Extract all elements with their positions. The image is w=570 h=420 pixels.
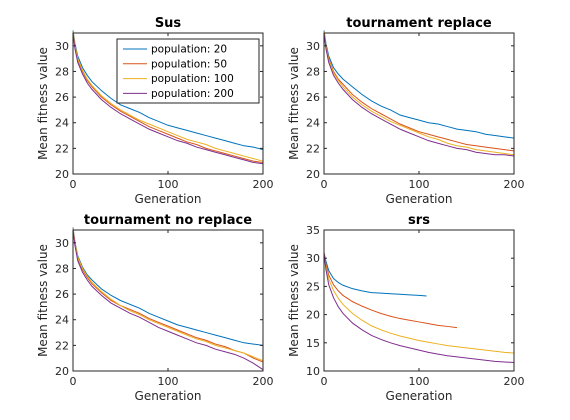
series-line-population-100 <box>72 31 264 162</box>
x-tick-label: 0 <box>321 178 328 191</box>
y-tick-label: 28 <box>55 65 69 78</box>
x-axis-label: Generation <box>135 192 202 206</box>
plot-area <box>324 230 514 371</box>
x-tick-label: 200 <box>504 375 525 388</box>
y-tick-label: 24 <box>55 314 69 327</box>
y-axis-label: Mean fitness value <box>287 47 301 160</box>
legend-entry-label: population: 200 <box>151 88 234 100</box>
series-line-population-50 <box>323 31 515 152</box>
x-tick-label: 200 <box>253 375 274 388</box>
x-tick-label: 200 <box>504 178 525 191</box>
y-tick-label: 15 <box>306 337 320 350</box>
series-line-population-50 <box>323 252 458 329</box>
subplot-3: 0 100 200 20 22 24 26 28 30 tournament no replace… <box>36 213 274 403</box>
y-tick-label: 30 <box>306 40 320 53</box>
x-tick-label: 200 <box>253 178 274 191</box>
y-tick-label: 22 <box>55 339 69 352</box>
y-tick-label: 28 <box>55 262 69 275</box>
series-line-population-20 <box>323 252 427 297</box>
y-tick-label: 20 <box>306 309 320 322</box>
series-line-population-50 <box>72 31 264 163</box>
legend-entry-label: population: 20 <box>151 44 227 56</box>
legend-box <box>116 38 260 104</box>
series-line-population-100 <box>323 31 515 156</box>
y-tick-label: 20 <box>55 168 69 181</box>
y-tick-label: 22 <box>306 142 320 155</box>
y-tick-label: 30 <box>55 237 69 250</box>
y-tick-label: 26 <box>55 91 69 104</box>
y-tick-label: 26 <box>306 91 320 104</box>
series-line-population-100 <box>72 228 264 362</box>
subplot-title: srs <box>408 213 430 228</box>
subplot-title: tournament replace <box>346 16 492 31</box>
subplot-title: tournament no replace <box>84 213 252 228</box>
series-line-population-20 <box>72 227 264 346</box>
y-tick-label: 30 <box>55 40 69 53</box>
x-tick-label: 0 <box>70 375 77 388</box>
x-axis-label: Generation <box>386 192 453 206</box>
y-tick-label: 10 <box>306 365 320 378</box>
x-tick-label: 100 <box>409 178 430 191</box>
x-tick-label: 0 <box>321 375 328 388</box>
y-tick-label: 22 <box>55 142 69 155</box>
series-line-population-200 <box>72 32 264 165</box>
subplot-1: 0 100 200 20 22 24 26 28 30 Sus Generation Mean fit… <box>36 16 274 206</box>
subplot-2: 0 100 200 20 22 24 26 28 30 tournament replace Gen… <box>287 16 525 206</box>
y-tick-label: 20 <box>306 168 320 181</box>
x-axis-label: Generation <box>386 389 453 403</box>
y-tick-label: 35 <box>306 224 320 237</box>
x-tick-label: 100 <box>409 375 430 388</box>
plot-area <box>324 33 514 174</box>
subplot-title: Sus <box>155 16 182 31</box>
y-axis-label: Mean fitness value <box>36 244 50 357</box>
subplot-4: 0 100 200 10 15 20 25 30 35 srs Generation Mean fit… <box>287 213 525 403</box>
legend-entry-label: population: 50 <box>151 58 227 70</box>
x-axis-label: Generation <box>135 389 202 403</box>
legend-entry-label: population: 100 <box>151 73 234 85</box>
x-tick-label: 100 <box>158 375 179 388</box>
y-axis-label: Mean fitness value <box>287 244 301 357</box>
series-line-population-50 <box>72 228 264 363</box>
y-tick-label: 28 <box>306 65 320 78</box>
y-axis-label: Mean fitness value <box>36 47 50 160</box>
y-tick-label: 20 <box>55 365 69 378</box>
series-line-population-20 <box>72 30 264 151</box>
plot-area <box>73 230 263 371</box>
y-tick-label: 26 <box>55 288 69 301</box>
series-line-population-200 <box>323 252 515 364</box>
series-line-population-100 <box>323 252 515 354</box>
series-line-population-200 <box>72 229 264 371</box>
series-line-population-200 <box>323 32 515 157</box>
legend: population: 20 population: 50 population: … <box>116 38 260 104</box>
series-line-population-20 <box>323 30 515 139</box>
y-tick-label: 25 <box>306 280 320 293</box>
x-tick-label: 100 <box>158 178 179 191</box>
y-tick-label: 24 <box>55 117 69 130</box>
y-tick-label: 24 <box>306 117 320 130</box>
y-tick-label: 30 <box>306 252 320 265</box>
x-tick-label: 0 <box>70 178 77 191</box>
